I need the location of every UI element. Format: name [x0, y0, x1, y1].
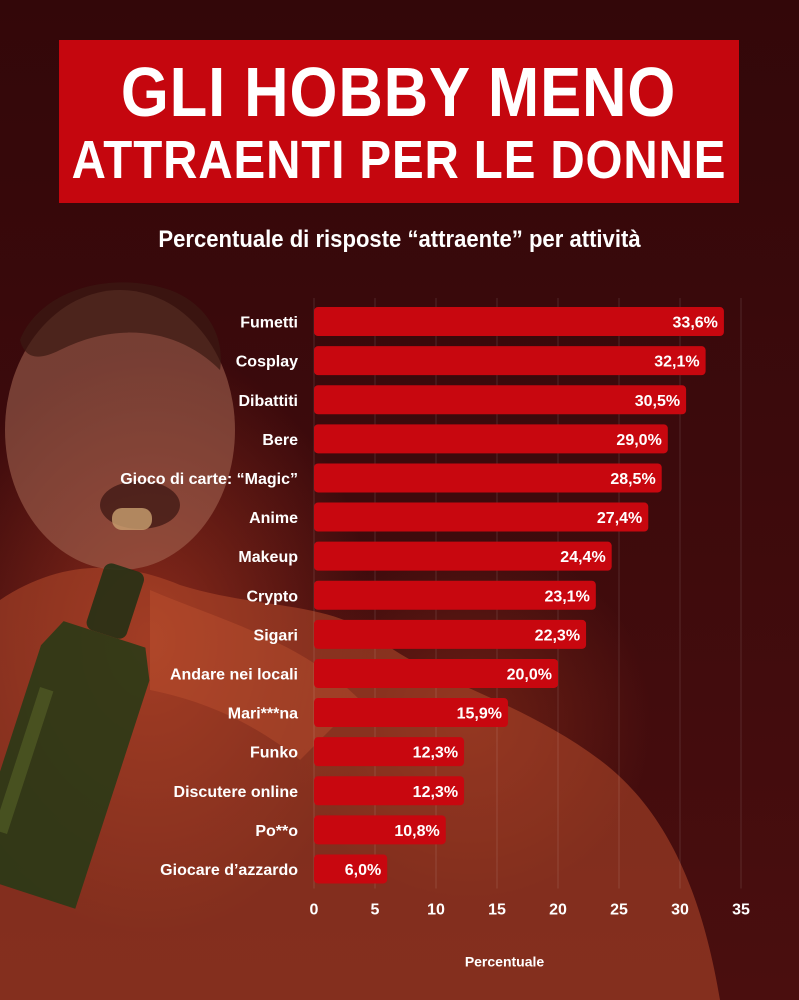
- x-tick-label: 30: [671, 902, 689, 919]
- value-label: 12,3%: [413, 745, 458, 762]
- x-tick-label: 25: [610, 902, 628, 919]
- value-label: 6,0%: [345, 862, 381, 879]
- value-label: 10,8%: [394, 823, 439, 840]
- category-label: Bere: [262, 432, 298, 449]
- value-label: 27,4%: [597, 510, 642, 527]
- category-label: Giocare d’azzardo: [160, 862, 298, 879]
- value-label: 15,9%: [457, 706, 502, 723]
- category-label: Gioco di carte: “Magic”: [120, 471, 298, 488]
- x-tick-label: 10: [427, 902, 445, 919]
- bar: [314, 580, 596, 610]
- bar: [314, 385, 687, 415]
- bar: [314, 815, 446, 845]
- bar: [314, 776, 465, 806]
- bar: [314, 502, 649, 532]
- value-label: 24,4%: [560, 549, 605, 566]
- bar: [314, 463, 662, 493]
- bar: [314, 619, 587, 649]
- x-tick-label: 0: [310, 902, 319, 919]
- value-label: 22,3%: [535, 627, 580, 644]
- bar: [314, 658, 558, 688]
- category-label: Discutere online: [174, 784, 299, 801]
- value-label: 23,1%: [544, 588, 589, 605]
- value-label: 20,0%: [507, 666, 552, 683]
- category-label: Dibattiti: [238, 393, 298, 410]
- x-tick-label: 35: [732, 902, 750, 919]
- x-tick-label: 15: [488, 902, 506, 919]
- category-label: Funko: [250, 745, 298, 762]
- bar: [314, 737, 465, 767]
- title-line-1: GLI HOBBY MENO: [121, 52, 677, 131]
- category-label: Anime: [249, 510, 298, 527]
- title-banner: GLI HOBBY MENO ATTRAENTI PER LE DONNE: [59, 40, 739, 203]
- category-label: Andare nei locali: [170, 666, 298, 683]
- bar: [314, 854, 388, 884]
- bar: [314, 424, 668, 454]
- bar: [314, 307, 724, 337]
- value-label: 33,6%: [673, 315, 718, 332]
- value-label: 29,0%: [616, 432, 661, 449]
- x-axis-title: Percentuale: [465, 954, 545, 970]
- value-label: 28,5%: [610, 471, 655, 488]
- category-label: Mari***na: [228, 706, 298, 723]
- x-tick-label: 20: [549, 902, 567, 919]
- value-label: 30,5%: [635, 393, 680, 410]
- bar: [314, 698, 508, 728]
- value-label: 32,1%: [654, 354, 699, 371]
- bar: [314, 541, 612, 571]
- chart-subtitle: Percentuale di risposte “attraente” per …: [158, 226, 641, 253]
- category-label: Fumetti: [240, 315, 298, 332]
- x-tick-label: 5: [371, 902, 380, 919]
- title-line-2: ATTRAENTI PER LE DONNE: [71, 129, 727, 190]
- category-label: Makeup: [238, 549, 298, 566]
- value-label: 12,3%: [413, 784, 458, 801]
- category-label: Crypto: [246, 588, 298, 605]
- bar: [314, 346, 706, 376]
- category-label: Sigari: [254, 627, 298, 644]
- category-label: Po**o: [255, 823, 298, 840]
- category-label: Cosplay: [236, 354, 298, 371]
